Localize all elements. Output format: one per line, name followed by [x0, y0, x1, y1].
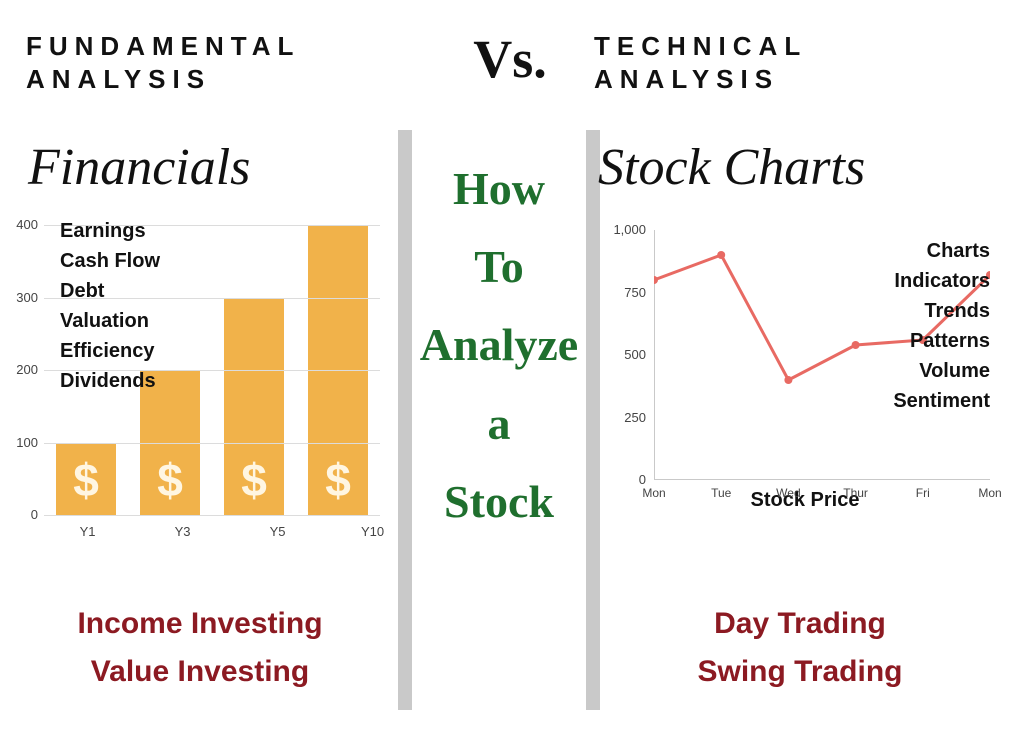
left-keyword: Earnings [60, 216, 160, 246]
left-bottom: Income Investing Value Investing [20, 600, 380, 696]
dollar-icon: $ [157, 453, 183, 507]
center-l4: a [412, 385, 586, 463]
dollar-icon: $ [325, 453, 351, 507]
header-right-line2: ANALYSIS [594, 64, 779, 94]
left-keyword: Dividends [60, 366, 160, 396]
bar-xtick: Y10 [342, 524, 402, 539]
line-marker [717, 251, 725, 259]
bar-ytick: 100 [10, 435, 38, 450]
left-keyword: Debt [60, 276, 160, 306]
left-bottom-1: Income Investing [20, 600, 380, 648]
right-keyword: Charts [893, 236, 990, 266]
bar: $ [224, 298, 284, 516]
line-ytick: 750 [610, 285, 646, 300]
line-xtick: Wed [768, 486, 808, 500]
line-xtick: Fri [903, 486, 943, 500]
line-xtick: Mon [634, 486, 674, 500]
header-right-line1: TECHNICAL [594, 31, 807, 61]
left-script-title: Financials [28, 138, 250, 197]
header-vs: Vs. [0, 28, 1020, 90]
right-bottom-2: Swing Trading [610, 648, 990, 696]
line-marker [852, 341, 860, 349]
infographic-root: FUNDAMENTAL ANALYSIS Vs. TECHNICAL ANALY… [0, 0, 1020, 740]
right-keyword: Volume [893, 356, 990, 386]
left-keyword: Efficiency [60, 336, 160, 366]
line-ytick: 0 [610, 472, 646, 487]
header-technical: TECHNICAL ANALYSIS [594, 30, 807, 95]
center-l2: To [412, 228, 586, 306]
divider-right [586, 130, 600, 710]
bar-ytick: 200 [10, 362, 38, 377]
center-l1: How [412, 150, 586, 228]
line-ytick: 1,000 [610, 222, 646, 237]
bar-ytick: 0 [10, 507, 38, 522]
bar-xtick: Y1 [57, 524, 117, 539]
divider-left [398, 130, 412, 710]
line-xtick: Mon [970, 486, 1010, 500]
bar-gridline [44, 515, 380, 516]
bar-xtick: Y3 [152, 524, 212, 539]
bar-xtick: Y5 [247, 524, 307, 539]
right-bottom-1: Day Trading [610, 600, 990, 648]
right-keyword: Sentiment [893, 386, 990, 416]
left-keyword: Valuation [60, 306, 160, 336]
right-script-title: Stock Charts [598, 138, 865, 197]
dollar-icon: $ [241, 453, 267, 507]
center-title: How To Analyze a Stock [412, 150, 586, 541]
left-keyword: Cash Flow [60, 246, 160, 276]
center-l3: Analyze [412, 306, 586, 384]
right-keyword: Indicators [893, 266, 990, 296]
line-marker [784, 376, 792, 384]
center-l5: Stock [412, 463, 586, 541]
left-keywords: EarningsCash FlowDebtValuationEfficiency… [60, 216, 160, 396]
bar: $ [56, 443, 116, 516]
line-xtick: Thur [836, 486, 876, 500]
bar-gridline [44, 443, 380, 444]
right-keyword: Patterns [893, 326, 990, 356]
right-keyword: Trends [893, 296, 990, 326]
left-bottom-2: Value Investing [20, 648, 380, 696]
bar-ytick: 400 [10, 217, 38, 232]
right-bottom: Day Trading Swing Trading [610, 600, 990, 696]
line-ytick: 250 [610, 410, 646, 425]
line-ytick: 500 [610, 347, 646, 362]
bar-ytick: 300 [10, 290, 38, 305]
line-xtick: Tue [701, 486, 741, 500]
right-keywords: ChartsIndicatorsTrendsPatternsVolumeSent… [893, 236, 990, 416]
dollar-icon: $ [73, 453, 99, 507]
